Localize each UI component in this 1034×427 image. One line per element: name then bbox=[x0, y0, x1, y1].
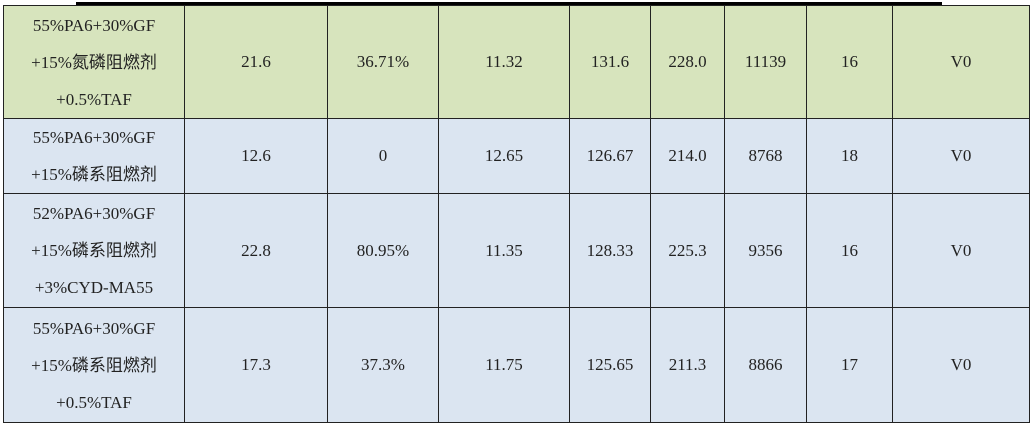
value-cell: 37.3% bbox=[327, 307, 439, 423]
table-row: 52%PA6+30%GF +15%磷系阻燃剂 +3%CYD-MA55 22.8 80.9… bbox=[3, 193, 1030, 308]
value-cell: 22.8 bbox=[184, 193, 328, 308]
value-cell: 11.75 bbox=[438, 307, 570, 423]
value-cell: V0 bbox=[892, 5, 1030, 119]
value-cell: 8768 bbox=[724, 118, 807, 194]
value-cell: 126.67 bbox=[569, 118, 651, 194]
formula-line: +15%氮磷阻燃剂 bbox=[31, 52, 157, 72]
value-cell: 21.6 bbox=[184, 5, 328, 119]
formula-line: 55%PA6+30%GF bbox=[32, 128, 156, 147]
table-row: 55%PA6+30%GF +15%磷系阻燃剂 12.6 0 12.65 126.67 214… bbox=[3, 118, 1030, 194]
value-cell: 36.71% bbox=[327, 5, 439, 119]
value-cell: 18 bbox=[806, 118, 893, 194]
value-cell: 17.3 bbox=[184, 307, 328, 423]
table-row: 55%PA6+30%GF +15%氮磷阻燃剂 +0.5%TAF 21.6 36.71% 1… bbox=[3, 5, 1030, 119]
value-cell: 16 bbox=[806, 193, 893, 308]
value-cell: 17 bbox=[806, 307, 893, 423]
value-cell: 228.0 bbox=[650, 5, 725, 119]
formula-cell: 55%PA6+30%GF +15%氮磷阻燃剂 +0.5%TAF bbox=[3, 5, 185, 119]
value-cell: 125.65 bbox=[569, 307, 651, 423]
formula-cell: 55%PA6+30%GF +15%磷系阻燃剂 bbox=[3, 118, 185, 194]
value-cell: 9356 bbox=[724, 193, 807, 308]
value-cell: V0 bbox=[892, 193, 1030, 308]
formula-cell: 55%PA6+30%GF +15%磷系阻燃剂 +0.5%TAF bbox=[3, 307, 185, 423]
value-cell: 214.0 bbox=[650, 118, 725, 194]
value-cell: 11.32 bbox=[438, 5, 570, 119]
value-cell: 128.33 bbox=[569, 193, 651, 308]
data-table: 55%PA6+30%GF +15%氮磷阻燃剂 +0.5%TAF 21.6 36.71% 1… bbox=[3, 5, 1030, 423]
formula-line: +15%磷系阻燃剂 bbox=[31, 165, 157, 184]
formula-cell: 52%PA6+30%GF +15%磷系阻燃剂 +3%CYD-MA55 bbox=[3, 193, 185, 308]
formula-line: +15%磷系阻燃剂 bbox=[31, 241, 157, 260]
table-top-rule bbox=[76, 2, 942, 5]
value-cell: 8866 bbox=[724, 307, 807, 423]
value-cell: 211.3 bbox=[650, 307, 725, 423]
formula-line: 55%PA6+30%GF bbox=[32, 318, 156, 338]
value-cell: 12.6 bbox=[184, 118, 328, 194]
value-cell: V0 bbox=[892, 307, 1030, 423]
table-row: 55%PA6+30%GF +15%磷系阻燃剂 +0.5%TAF 17.3 37.3% 11… bbox=[3, 307, 1030, 423]
formula-line: 55%PA6+30%GF bbox=[32, 15, 156, 35]
formula-line: +0.5%TAF bbox=[56, 89, 132, 109]
formula-line: +0.5%TAF bbox=[56, 392, 132, 412]
value-cell: 225.3 bbox=[650, 193, 725, 308]
value-cell: V0 bbox=[892, 118, 1030, 194]
value-cell: 80.95% bbox=[327, 193, 439, 308]
value-cell: 16 bbox=[806, 5, 893, 119]
formula-line: 52%PA6+30%GF bbox=[32, 204, 156, 223]
formula-line: +15%磷系阻燃剂 bbox=[31, 355, 157, 375]
value-cell: 12.65 bbox=[438, 118, 570, 194]
value-cell: 11139 bbox=[724, 5, 807, 119]
value-cell: 11.35 bbox=[438, 193, 570, 308]
formula-line: +3%CYD-MA55 bbox=[34, 278, 154, 297]
value-cell: 0 bbox=[327, 118, 439, 194]
value-cell: 131.6 bbox=[569, 5, 651, 119]
